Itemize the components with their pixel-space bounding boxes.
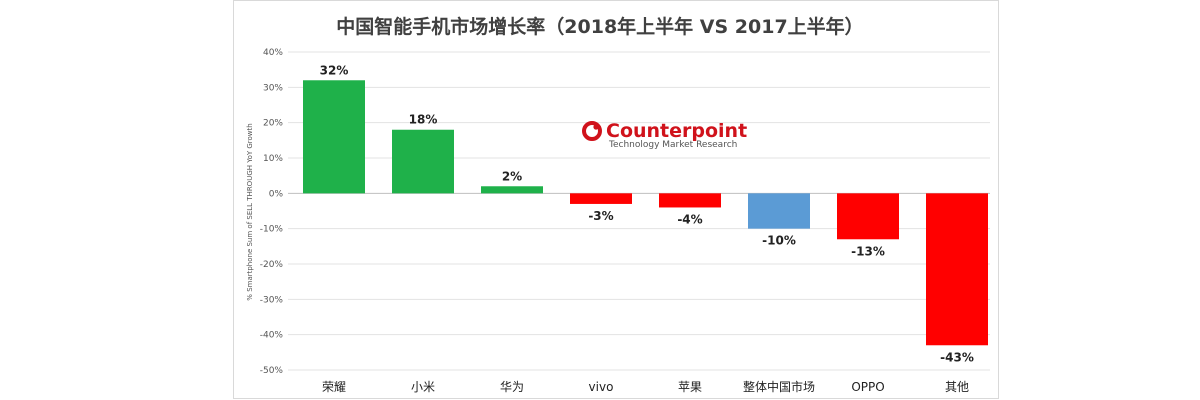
category-label: 小米 [411,380,435,394]
bar [659,193,721,208]
bar [481,186,543,194]
counterpoint-logo-icon [582,121,602,141]
y-axis-label: % Smartphone Sum of SELL THROUGH YoY Gro… [246,123,254,300]
y-tick-label: -30% [260,295,284,305]
bar [837,193,899,240]
category-label: 华为 [500,380,524,394]
category-label: OPPO [851,380,884,394]
bar [303,80,365,194]
bar [748,193,810,229]
data-label: -13% [851,244,885,258]
data-labels: 32% 18% 2% -3% -4% -10% -13% -43% [320,63,974,364]
bars [303,80,988,346]
data-label: 18% [409,113,438,127]
y-tick-label: 10% [263,154,283,164]
logo-brand: Counterpoint [606,120,747,142]
chart-title: 中国智能手机市场增长率（2018年上半年 VS 2017上半年） [336,16,864,38]
y-axis-ticks: 40% 30% 20% 10% 0% -10% -20% -30% -40% -50% [260,48,284,376]
y-tick-label: -50% [260,366,284,376]
y-tick-label: -10% [260,225,284,235]
data-label: -10% [762,234,796,248]
y-tick-label: -20% [260,260,284,270]
bar [392,129,454,194]
category-label: 苹果 [678,380,702,394]
y-tick-label: 40% [263,48,283,58]
data-label: -43% [940,350,974,364]
counterpoint-logo: Counterpoint Technology Market Research [582,120,747,150]
bar [570,193,632,204]
data-label: 32% [320,63,349,77]
bar [926,193,988,346]
y-tick-label: 30% [263,83,283,93]
logo-tagline: Technology Market Research [608,140,737,150]
data-label: 2% [502,169,522,183]
y-tick-label: -40% [260,331,284,341]
y-tick-label: 0% [269,189,284,199]
category-label: 其他 [945,380,969,394]
category-label: vivo [589,380,614,394]
data-label: -3% [588,209,613,223]
data-label: -4% [677,212,702,226]
category-label: 荣耀 [322,380,346,394]
x-axis-categories: 荣耀 小米 华为 vivo 苹果 整体中国市场 OPPO 其他 [322,379,969,394]
y-tick-label: 20% [263,119,283,129]
category-label: 整体中国市场 [743,379,815,394]
